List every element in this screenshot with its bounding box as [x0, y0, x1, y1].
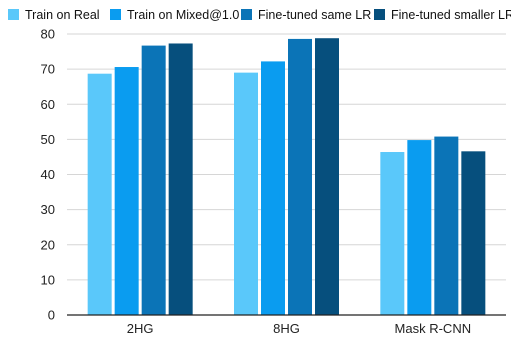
legend-swatch — [241, 9, 252, 20]
legend-swatch — [374, 9, 385, 20]
legend-label: Train on Real — [25, 8, 100, 22]
bar — [288, 38, 312, 315]
gridlines — [67, 33, 506, 281]
bar — [434, 136, 459, 315]
legend: Train on Real Train on Mixed@1.0 Fine-tune… — [8, 8, 511, 22]
bar — [114, 67, 139, 315]
bar — [380, 152, 405, 315]
y-tick-label: 50 — [41, 132, 55, 147]
legend-item: Fine-tuned smaller LR — [374, 8, 511, 22]
x-tick-label: 8HG — [273, 321, 300, 336]
legend-swatch — [110, 9, 121, 20]
bar — [261, 61, 285, 316]
bar — [407, 140, 432, 315]
legend-item: Fine-tuned same LR — [241, 8, 371, 22]
legend-label: Fine-tuned smaller LR — [391, 8, 511, 22]
bar — [234, 72, 258, 315]
legend-item: Train on Mixed@1.0 — [110, 8, 239, 22]
x-axis: 2HG 8HG Mask R-CNN — [67, 314, 506, 336]
y-tick-label: 40 — [41, 167, 55, 182]
y-tick-label: 60 — [41, 97, 55, 112]
legend-label: Fine-tuned same LR — [258, 8, 371, 22]
y-tick-label: 80 — [41, 27, 55, 42]
bars — [87, 38, 486, 316]
bar — [315, 38, 339, 316]
bar — [87, 73, 112, 315]
x-tick-label: 2HG — [127, 321, 154, 336]
y-axis: 0 10 20 30 40 50 60 70 80 — [41, 27, 55, 323]
y-tick-label: 0 — [48, 308, 55, 323]
y-tick-label: 30 — [41, 202, 55, 217]
y-tick-label: 20 — [41, 237, 55, 252]
legend-swatch — [8, 9, 19, 20]
x-tick-label: Mask R-CNN — [395, 321, 472, 336]
bar — [461, 151, 486, 315]
legend-label: Train on Mixed@1.0 — [127, 8, 239, 22]
legend-item: Train on Real — [8, 8, 100, 22]
bar — [141, 45, 166, 316]
y-tick-label: 10 — [41, 272, 55, 287]
y-tick-label: 70 — [41, 62, 55, 77]
bar — [168, 43, 193, 315]
